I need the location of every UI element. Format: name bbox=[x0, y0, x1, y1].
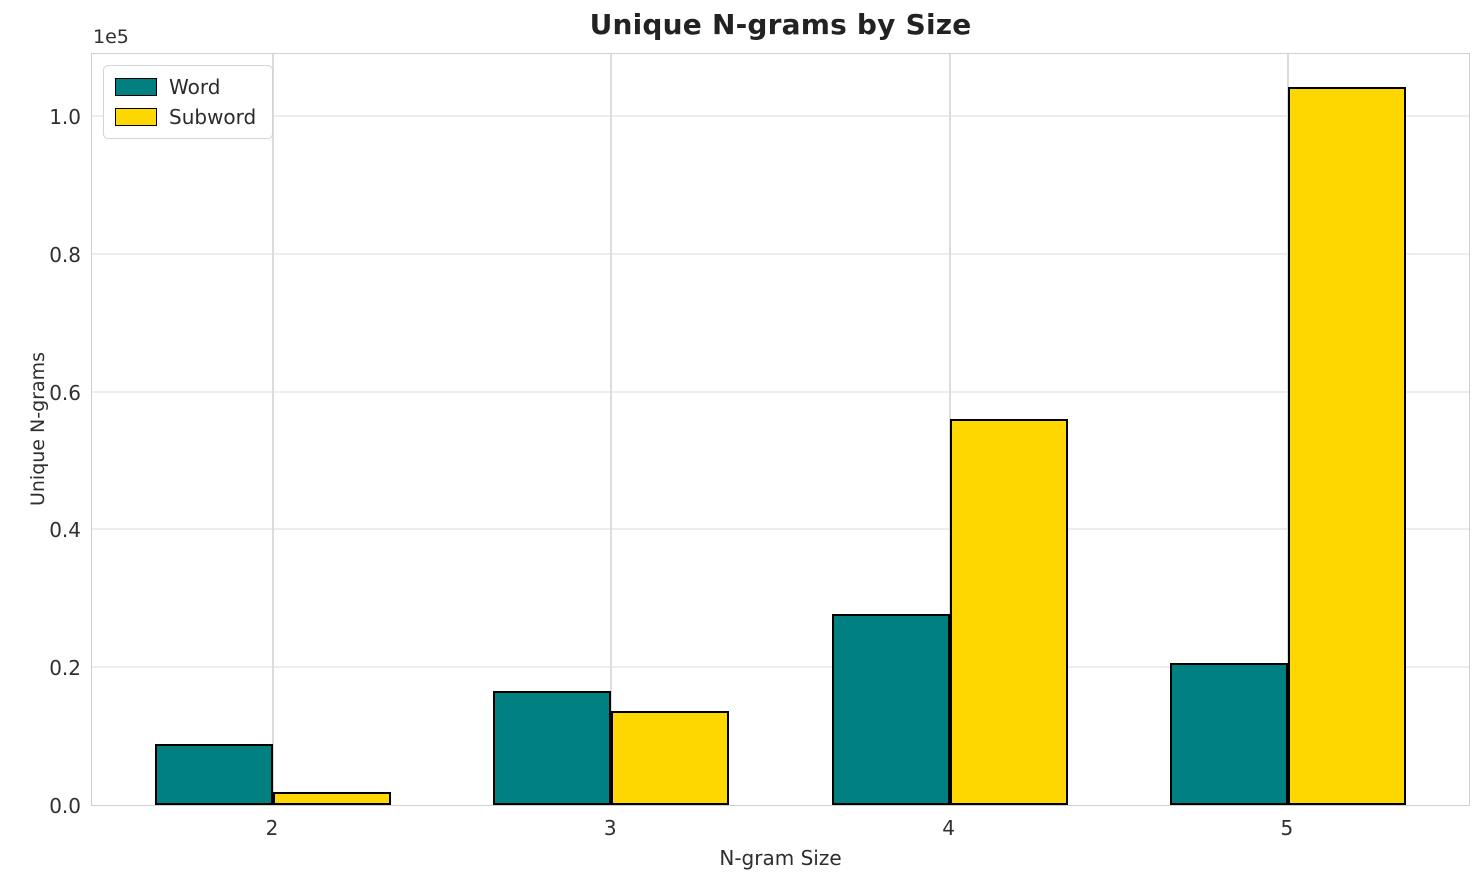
x-tick-label: 2 bbox=[265, 816, 279, 840]
vertical-gridline bbox=[610, 54, 613, 805]
bar-word-5 bbox=[1169, 663, 1288, 805]
y-axis-label: Unique N-grams bbox=[27, 351, 49, 507]
chart-title: Unique N-grams by Size bbox=[589, 8, 972, 41]
plot-area: Word Subword bbox=[91, 53, 1470, 806]
legend-label: Subword bbox=[169, 105, 257, 129]
legend-item-subword: Subword bbox=[115, 105, 256, 129]
bar-subword-2 bbox=[273, 791, 391, 805]
legend-swatch-word bbox=[115, 78, 157, 96]
x-tick-label: 3 bbox=[603, 816, 617, 840]
y-tick-label: 0.6 bbox=[49, 380, 81, 405]
legend-item-word: Word bbox=[115, 75, 256, 99]
y-tick-label: 0.8 bbox=[49, 242, 81, 267]
horizontal-gridline bbox=[92, 252, 1469, 255]
y-tick-label: 0.2 bbox=[49, 656, 81, 681]
bar-word-2 bbox=[155, 743, 273, 805]
legend-label: Word bbox=[169, 75, 221, 99]
horizontal-gridline bbox=[92, 390, 1469, 393]
x-tick-label: 4 bbox=[942, 816, 955, 840]
horizontal-gridline bbox=[92, 528, 1469, 531]
y-tick-label: 1.0 bbox=[49, 105, 81, 130]
bar-word-3 bbox=[493, 691, 612, 805]
bar-subword-3 bbox=[611, 710, 730, 805]
x-tick-label: 5 bbox=[1280, 816, 1294, 840]
legend-swatch-subword bbox=[115, 108, 157, 126]
y-tick-label: 0.4 bbox=[49, 518, 81, 543]
legend: Word Subword bbox=[103, 65, 274, 139]
horizontal-gridline bbox=[92, 666, 1469, 669]
y-tick-label: 0.0 bbox=[49, 794, 81, 818]
x-axis-label: N-gram Size bbox=[719, 846, 842, 870]
horizontal-gridline bbox=[92, 115, 1469, 118]
bar-subword-5 bbox=[1287, 87, 1406, 805]
bar-subword-4 bbox=[949, 418, 1068, 805]
bar-word-4 bbox=[831, 614, 950, 805]
vertical-gridline bbox=[272, 54, 274, 805]
y-axis-offset-label: 1e5 bbox=[93, 26, 129, 48]
